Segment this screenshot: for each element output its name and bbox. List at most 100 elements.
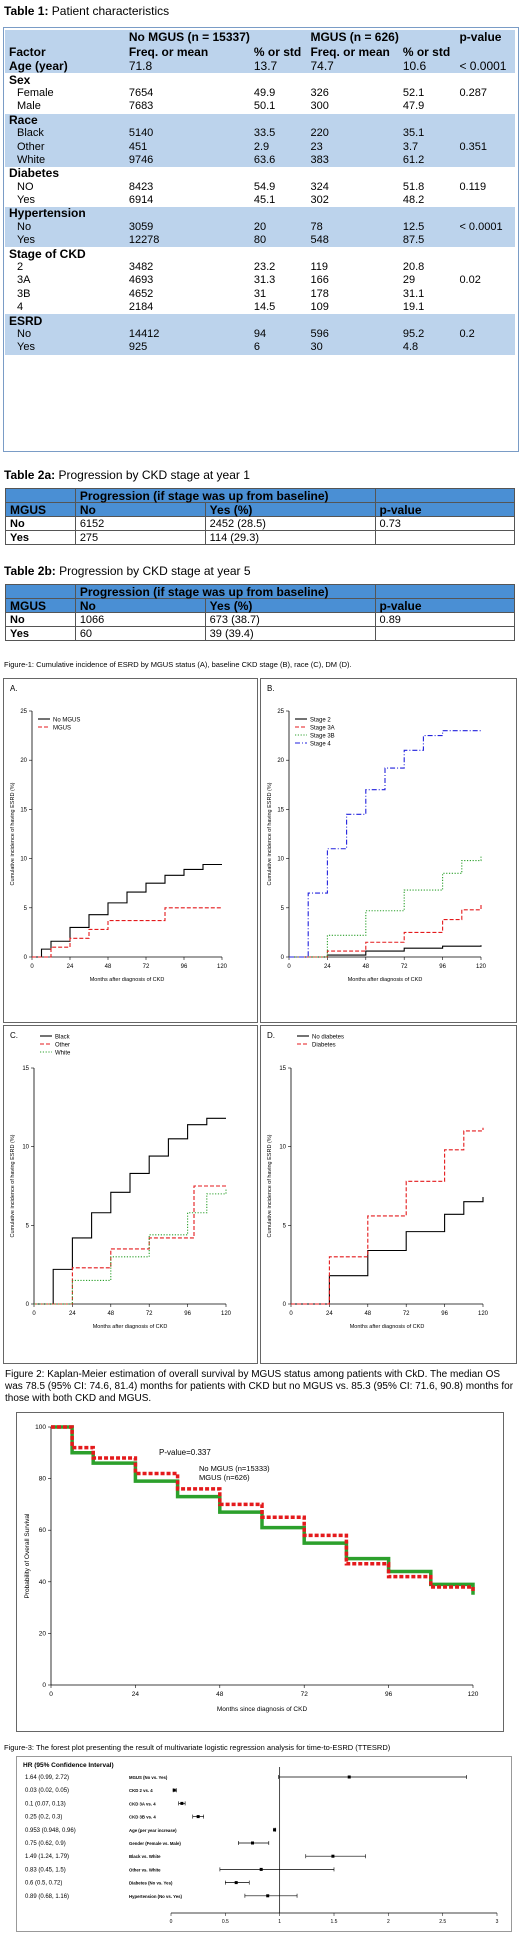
x-tick-label: 2 (387, 1919, 390, 1925)
table1-cell: 3059 (124, 220, 250, 235)
table2a-title: Table 2a: Progression by CKD stage at ye… (4, 468, 250, 482)
y-tick-label: 10 (22, 1145, 29, 1151)
subheader-cell: MGUS (5, 502, 76, 517)
x-tick-label: 24 (69, 1311, 76, 1317)
table2a-row: Yes 275 114 (29.3) (5, 530, 516, 545)
table1-cell: White (5, 153, 125, 168)
hr-text: 1.64 (0.99, 2.72) (25, 1775, 69, 1781)
hr-point (259, 1867, 263, 1871)
table1-cell: 87.5 (398, 234, 456, 248)
table1-row: Yes 6914 45.1 302 48.2 (5, 193, 515, 208)
table1-row: Diabetes (5, 167, 515, 181)
table1-cell: 302 (306, 193, 399, 208)
table1-cell: 94 (249, 327, 307, 342)
legend-label: MGUS (53, 726, 71, 732)
table1-cell (249, 113, 307, 127)
subheader-cell: Yes (%) (204, 502, 376, 517)
legend-label: Black (55, 1035, 71, 1041)
y-tick-label: 80 (39, 1476, 47, 1483)
table1-cell: 300 (306, 100, 399, 114)
x-tick-label: 3 (496, 1919, 499, 1925)
table1-cell: Sex (5, 73, 125, 87)
hr-point (347, 1775, 351, 1779)
table1-cell: 23.2 (249, 260, 307, 275)
table2a-header-row: Progression (if stage was up from baseli… (5, 488, 516, 503)
table1-row: Black 5140 33.5 220 35.1 (5, 126, 515, 141)
table1-cell: ESRD (5, 314, 125, 328)
table1-cell: 23 (306, 140, 399, 154)
legend-label: No MGUS (n=15333) (199, 1464, 270, 1473)
table1-cell: 54.9 (249, 180, 307, 194)
series-line-stage-4 (289, 730, 481, 958)
panel-label: D. (267, 1031, 275, 1040)
table1-cell: 31.1 (398, 287, 456, 302)
series-line-diabetes (291, 1127, 484, 1305)
x-tick-label: 0 (49, 1691, 53, 1698)
hr-text: 1.49 (1.24, 1.79) (25, 1854, 69, 1860)
x-tick-label: 72 (401, 964, 408, 970)
subheader-cell: Yes (%) (204, 598, 376, 613)
table1-cell: 109 (306, 301, 399, 315)
figure3-panel: HR (95% Confidence Interval) 0 0.5 1 1.5 2 2.5… (16, 1756, 512, 1936)
table-cell: 2452 (28.5) (204, 516, 376, 531)
table1-cell: Other (5, 140, 125, 154)
table1-cell: 4 (5, 301, 125, 315)
x-tick-label: 0 (170, 1919, 173, 1925)
table1-cell: 3.7 (398, 140, 456, 154)
table1-cell (124, 314, 250, 328)
y-tick-label: 15 (20, 807, 27, 813)
table1-header-cell: Factor (5, 45, 125, 60)
hr-point (251, 1841, 254, 1845)
header-cell (374, 488, 516, 503)
y-tick-label: 40 (39, 1579, 47, 1586)
table1-cell (455, 287, 515, 302)
x-tick-label: 72 (403, 1311, 410, 1317)
x-tick-label: 120 (468, 1691, 479, 1698)
table1-cell: 31 (249, 287, 307, 302)
x-tick-label: 120 (478, 1311, 489, 1317)
hr-text: 0.75 (0.62, 0.9) (25, 1841, 66, 1847)
table1-cell (249, 247, 307, 261)
table1-cell: 6914 (124, 193, 250, 208)
x-tick-label: 96 (439, 964, 446, 970)
hr-text: 0.89 (0.68, 1.16) (25, 1894, 69, 1900)
y-axis-label: Probability of Overall Survival (24, 1513, 31, 1598)
table1-cell: Yes (5, 234, 125, 248)
table1-cell: Female (5, 86, 125, 101)
y-tick-label: 10 (277, 857, 284, 863)
table-cell: 0.73 (374, 516, 516, 531)
table1-cell: 0.2 (455, 327, 515, 342)
table-cell (374, 530, 516, 545)
table1-cell: Male (5, 100, 125, 114)
table1-cell (124, 247, 250, 261)
x-tick-label: 1.5 (331, 1919, 338, 1925)
legend-label: No MGUS (53, 718, 80, 724)
table1-cell (249, 167, 307, 181)
table1-row: 3B 4652 31 178 31.1 (5, 287, 515, 302)
y-tick-label: 5 (24, 906, 28, 912)
table1-cell: 7654 (124, 86, 250, 101)
header-cell (5, 488, 76, 503)
table1-cell (455, 100, 515, 114)
table1-row: Female 7654 49.9 326 52.1 0.287 (5, 86, 515, 101)
table1-row: Male 7683 50.1 300 47.9 (5, 100, 515, 114)
x-tick-label: 24 (324, 964, 331, 970)
y-tick-label: 25 (20, 709, 27, 715)
table1-cell (249, 314, 307, 328)
y-axis-label: Cumulative incidence of having ESRD (%) (267, 782, 273, 885)
y-tick-label: 15 (279, 1066, 286, 1072)
covariate-label: Hypertension (No vs. Yes) (129, 1894, 183, 1899)
table1-cell (124, 73, 250, 87)
covariate-label: Diabetes (No vs. Yes) (129, 1881, 173, 1886)
table1-cell (398, 207, 456, 221)
x-tick-label: 96 (385, 1691, 393, 1698)
legend-label: No diabetes (312, 1035, 344, 1041)
y-tick-label: 10 (20, 857, 27, 863)
y-tick-label: 15 (22, 1066, 29, 1072)
table1-cell: 324 (306, 180, 399, 194)
table1-row: Age (year) 71.8 13.7 74.7 10.6 < 0.0001 (5, 59, 515, 74)
x-axis-label: Months after diagnosis of CKD (348, 977, 423, 983)
x-tick-label: 1 (278, 1919, 281, 1925)
table1-header-cell (249, 30, 307, 45)
covariate-label: Age (per year increase) (129, 1828, 177, 1833)
